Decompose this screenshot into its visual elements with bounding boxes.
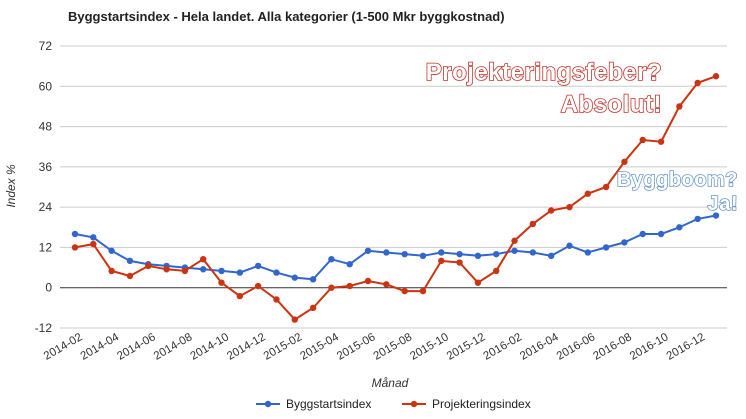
data-point xyxy=(712,73,720,80)
data-point xyxy=(163,266,170,273)
data-point xyxy=(529,220,537,228)
data-point xyxy=(712,212,720,219)
data-point xyxy=(364,277,372,285)
data-point xyxy=(456,259,463,266)
annotation-text: Byggboom? xyxy=(617,169,738,191)
y-tick-label: 36 xyxy=(39,160,53,174)
series-0 xyxy=(71,212,720,283)
legend-marker xyxy=(264,400,272,408)
data-point xyxy=(328,255,335,263)
data-point xyxy=(547,207,555,214)
data-point xyxy=(273,269,280,276)
y-tick-label: 48 xyxy=(39,120,53,134)
data-point xyxy=(584,190,591,197)
data-point xyxy=(419,287,427,295)
data-point xyxy=(529,249,537,256)
data-point xyxy=(200,255,207,263)
annotation-text: Projekteringsfeber? xyxy=(426,59,662,86)
data-point xyxy=(291,316,298,323)
data-point xyxy=(90,234,97,241)
y-tick-label: 60 xyxy=(39,79,53,93)
data-point xyxy=(676,103,683,110)
data-point xyxy=(419,252,427,260)
data-point xyxy=(126,272,134,280)
data-point xyxy=(218,267,225,275)
data-point xyxy=(456,250,463,258)
data-point xyxy=(383,281,390,288)
y-tick-label: -12 xyxy=(35,321,53,335)
data-point xyxy=(566,203,573,211)
data-point xyxy=(236,269,244,276)
data-point xyxy=(71,244,79,251)
data-point xyxy=(639,136,646,144)
legend-marker xyxy=(410,400,418,408)
annotation-text: Ja! xyxy=(708,193,738,215)
data-point xyxy=(236,292,244,300)
y-tick-label: 24 xyxy=(39,200,53,214)
data-point xyxy=(328,284,335,291)
data-point xyxy=(401,250,408,258)
data-point xyxy=(273,296,280,303)
data-point xyxy=(309,276,317,283)
data-point xyxy=(291,274,298,281)
data-point xyxy=(90,240,97,248)
series-1 xyxy=(71,73,720,323)
data-point xyxy=(694,215,701,223)
data-point xyxy=(621,239,628,246)
data-point xyxy=(71,230,79,238)
data-point xyxy=(218,279,225,286)
data-point xyxy=(694,79,701,87)
annotation-text: Absolut! xyxy=(561,91,662,118)
series-lines xyxy=(71,73,720,323)
data-point xyxy=(657,138,665,145)
data-point xyxy=(547,252,555,260)
data-point xyxy=(383,249,390,256)
legend: Byggstartsindex Projekteringsindex xyxy=(256,397,531,411)
data-point xyxy=(621,158,628,166)
data-point xyxy=(401,287,408,295)
data-point xyxy=(438,249,445,256)
data-point xyxy=(108,267,115,275)
data-point xyxy=(254,282,262,290)
chart-title: Byggstartsindex - Hela landet. Alla kate… xyxy=(68,9,505,24)
data-point xyxy=(474,279,482,286)
data-point xyxy=(602,183,610,191)
data-point xyxy=(602,244,610,251)
x-axis-label: Månad xyxy=(372,376,409,390)
annotations: Projekteringsfeber? Absolut! Byggboom?Ja! xyxy=(425,58,738,216)
data-point xyxy=(474,252,482,260)
data-point xyxy=(145,262,152,270)
data-point xyxy=(254,262,262,270)
y-axis-label: Index % xyxy=(4,164,18,208)
y-tick-label: 72 xyxy=(39,39,53,53)
data-point xyxy=(493,267,500,275)
data-point xyxy=(584,249,591,256)
y-tick-labels: 72 60 48 36 24 12 0 -12 xyxy=(35,39,53,335)
data-point xyxy=(126,257,134,265)
data-point xyxy=(346,282,353,290)
legend-label: Byggstartsindex xyxy=(286,397,371,411)
data-point xyxy=(181,267,189,275)
legend-label: Projekteringsindex xyxy=(432,397,531,411)
data-point xyxy=(639,230,646,238)
data-point xyxy=(493,250,500,258)
y-tick-label: 12 xyxy=(39,240,53,254)
gridlines xyxy=(60,45,727,329)
data-point xyxy=(364,247,372,254)
data-point xyxy=(108,247,115,254)
y-tick-label: 0 xyxy=(45,281,52,295)
data-point xyxy=(566,242,573,249)
data-point xyxy=(346,261,353,268)
data-point xyxy=(438,257,445,265)
data-point xyxy=(511,247,518,254)
data-point xyxy=(309,304,317,312)
data-point xyxy=(511,237,518,244)
data-point xyxy=(200,266,207,273)
data-point xyxy=(676,224,683,231)
data-point xyxy=(657,230,665,238)
